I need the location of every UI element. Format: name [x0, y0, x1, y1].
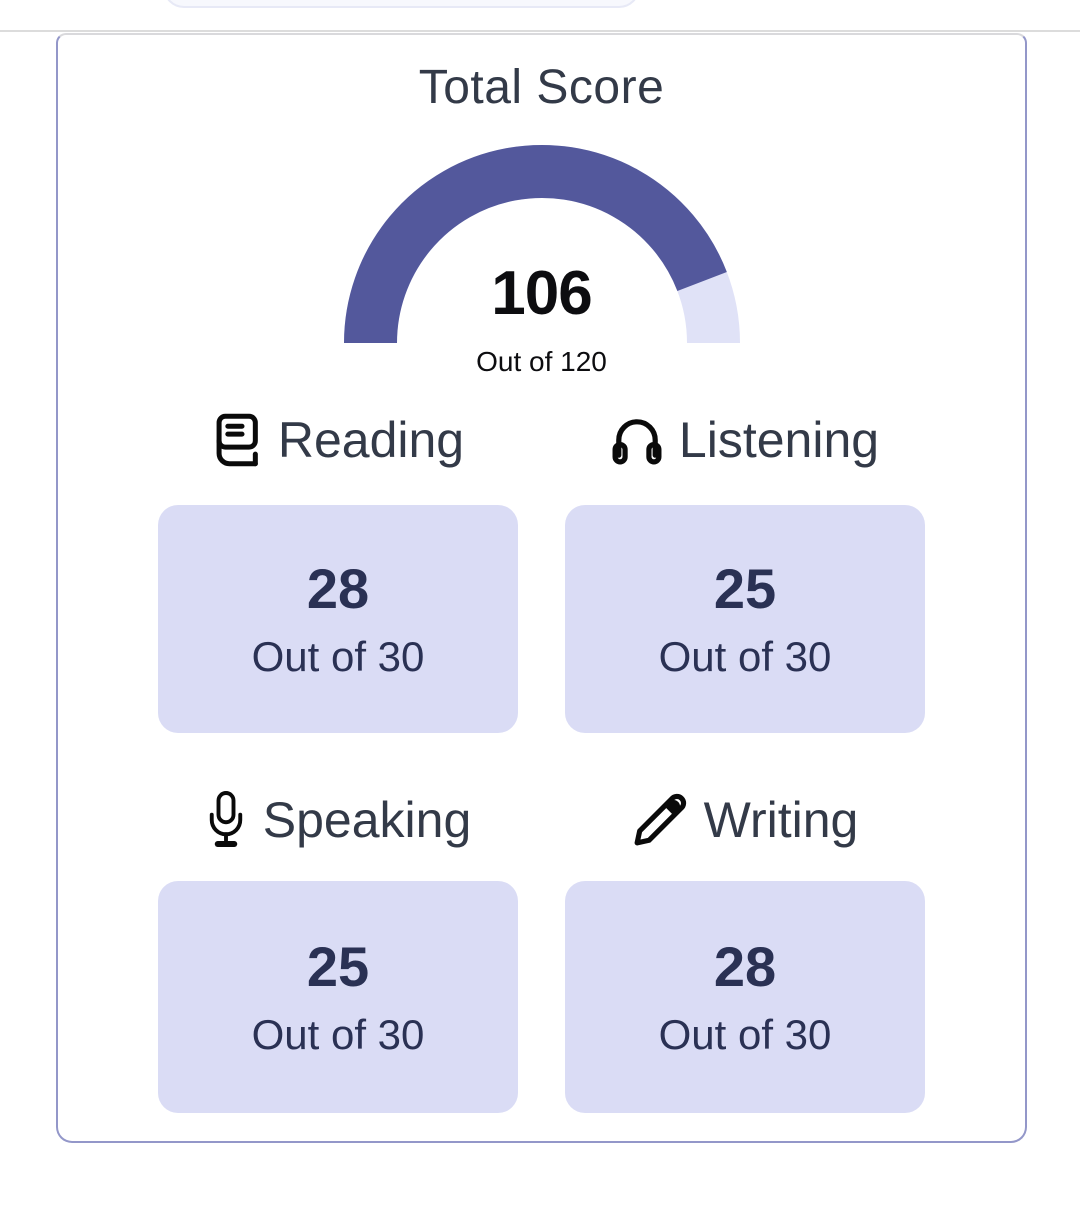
headphones-icon: [612, 419, 662, 465]
score-tiles-row-2: 25 Out of 30 28 Out of 30: [58, 881, 1025, 1113]
pencil-icon: [634, 793, 686, 846]
panel-title: Total Score: [418, 61, 665, 114]
section-label-text: Writing: [703, 792, 859, 848]
speaking-score-tile: 25 Out of 30: [158, 881, 518, 1113]
reading-score-max: Out of 30: [251, 632, 425, 680]
section-label-writing: Writing: [565, 791, 925, 849]
speaking-score: 25: [306, 935, 370, 999]
section-label-text: Speaking: [262, 792, 472, 848]
total-score-panel: Total Score 106 Out of 120 Reading: [56, 33, 1027, 1143]
microphone-icon: [209, 791, 242, 847]
header-divider: [0, 30, 1080, 32]
gauge-arc: [343, 144, 740, 344]
total-score-max: Out of 120: [476, 346, 607, 377]
gauge-fill-arc: [343, 144, 727, 344]
reading-score-tile: 28 Out of 30: [158, 505, 518, 733]
listening-score-max: Out of 30: [658, 632, 832, 680]
reading-score: 28: [306, 557, 370, 621]
book-icon: [216, 413, 258, 467]
total-score-gauge: 106 Out of 120: [342, 143, 742, 377]
score-tiles-row-1: 28 Out of 30 25 Out of 30: [58, 505, 1025, 733]
writing-score-max: Out of 30: [658, 1010, 832, 1058]
total-score-value: 106: [491, 259, 592, 328]
writing-score: 28: [713, 935, 777, 999]
section-label-listening: Listening: [565, 411, 925, 469]
listening-score: 25: [713, 557, 777, 621]
section-label-text: Listening: [678, 412, 880, 468]
listening-score-tile: 25 Out of 30: [565, 505, 925, 733]
speaking-score-max: Out of 30: [251, 1010, 425, 1058]
writing-score-tile: 28 Out of 30: [565, 881, 925, 1113]
section-labels-row-1: Reading Listening: [58, 411, 1025, 469]
top-tab-pill[interactable]: [163, 0, 640, 8]
section-label-speaking: Speaking: [158, 791, 518, 849]
section-label-text: Reading: [277, 412, 465, 468]
section-label-reading: Reading: [158, 411, 518, 469]
section-labels-row-2: Speaking Writing: [58, 791, 1025, 849]
